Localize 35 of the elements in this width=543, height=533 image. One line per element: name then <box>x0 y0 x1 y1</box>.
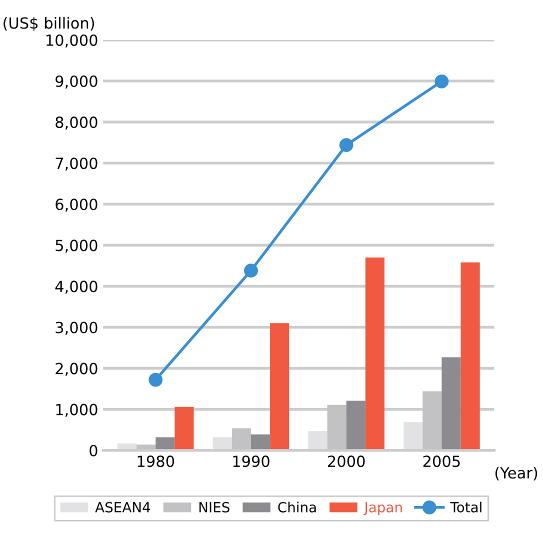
bar <box>308 431 328 450</box>
y-tick-label: 6,000 <box>56 198 98 212</box>
x-tick-label: 1990 <box>233 456 270 468</box>
point <box>434 74 449 88</box>
bar <box>442 357 461 450</box>
bar <box>174 406 194 450</box>
x-tick-label: 2005 <box>423 456 460 468</box>
bar <box>270 323 290 450</box>
bar <box>365 257 384 450</box>
y-tick-label: 4,000 <box>55 280 98 294</box>
legend-label: China <box>278 502 316 512</box>
legend-label: Total <box>450 502 482 512</box>
point <box>148 372 163 387</box>
y-tick-label: 1,000 <box>56 404 98 417</box>
point <box>244 264 258 278</box>
legend-label: ASEAN4 <box>95 502 150 512</box>
y-tick-label: 8,000 <box>56 116 98 130</box>
y-tick-label: 10,000 <box>46 34 98 48</box>
x-axis-title: (Year) <box>495 466 538 480</box>
y-tick-label: 5,000 <box>56 240 98 253</box>
bar <box>346 400 366 450</box>
legend-label: NIES <box>199 502 230 512</box>
legend-label: Japan <box>364 502 402 516</box>
bar <box>404 422 423 450</box>
bar <box>250 434 270 450</box>
y-tick-label: 0 <box>90 444 98 456</box>
bar <box>460 262 480 450</box>
point <box>339 138 354 152</box>
x-tick-label: 1980 <box>138 456 174 468</box>
x-tick-label: 2000 <box>328 456 365 468</box>
y-tick-label: 3,000 <box>56 322 98 335</box>
y-tick-label: 7,000 <box>56 158 98 171</box>
y-tick-label: 2,000 <box>56 362 98 376</box>
y-axis-title: (US$ billion) <box>4 16 94 31</box>
y-tick-label: 9,000 <box>56 75 98 89</box>
